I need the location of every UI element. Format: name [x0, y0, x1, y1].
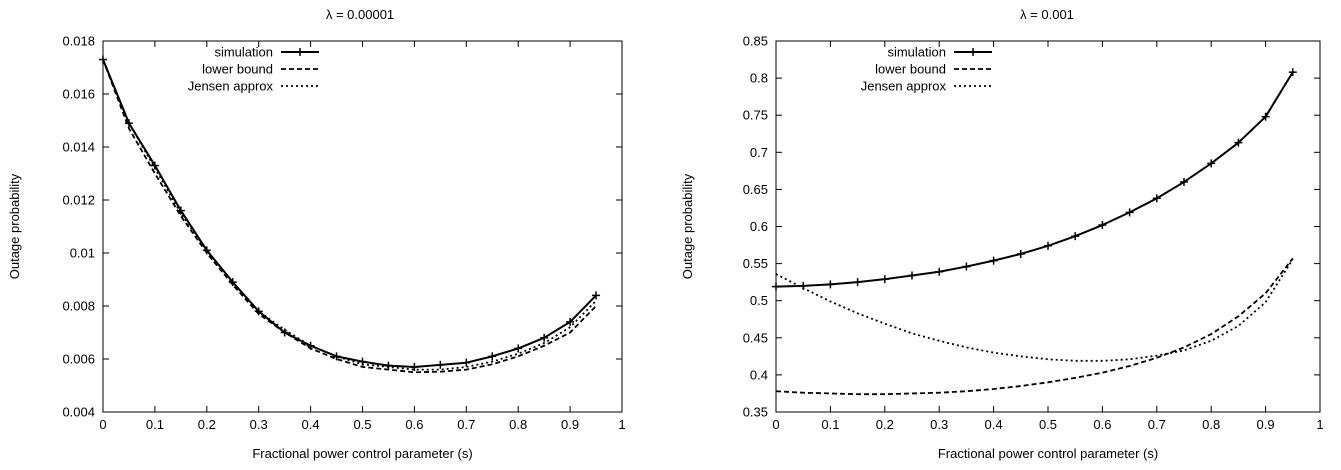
x-tick-label: 0.6 — [405, 417, 423, 432]
data-point-marker — [1071, 232, 1080, 241]
y-tick-label: 0.016 — [62, 87, 95, 102]
data-point-marker — [1016, 249, 1025, 258]
plot-frame — [102, 40, 623, 413]
y-tick-label: 0.85 — [743, 34, 768, 49]
y-tick-label: 0.8 — [750, 71, 768, 86]
x-tick-label: 0.9 — [561, 417, 579, 432]
legend-label: lower bound — [875, 62, 946, 77]
data-point-marker — [488, 352, 497, 361]
data-point-marker — [1044, 241, 1052, 250]
y-axis-label: Outage probability — [680, 173, 695, 279]
y-tick-label: 0.012 — [62, 193, 95, 208]
data-point-marker — [462, 358, 471, 367]
data-point-marker — [853, 278, 862, 287]
x-tick-label: 0.5 — [353, 417, 371, 432]
data-point-marker — [935, 267, 944, 276]
chart-title: λ = 0.00001 — [326, 7, 394, 22]
data-point-marker — [514, 344, 523, 353]
x-tick-label: 0.1 — [146, 417, 164, 432]
x-tick-label: 0.4 — [985, 417, 1003, 432]
data-point-marker — [1098, 221, 1107, 230]
y-tick-label: 0.55 — [743, 256, 768, 271]
x-tick-label: 0.8 — [1202, 417, 1220, 432]
data-point-marker — [989, 256, 998, 265]
chart-panel-1: λ = 0.00001 0 0.1 0.2 0.3 0.4 0.5 0.6 0.7 0.8 0.9 1… — [7, 7, 626, 461]
y-tick-label: 0.4 — [750, 367, 768, 382]
series-line-lower-bound — [775, 257, 1294, 396]
y-tick-label: 0.7 — [750, 145, 768, 160]
plot-frame — [775, 40, 1321, 413]
data-point-marker — [1125, 208, 1134, 217]
data-point-marker — [540, 333, 549, 342]
legend-label: simulation — [887, 45, 946, 60]
y-tick-label: 0.018 — [62, 34, 95, 49]
y-tick-label: 0.006 — [62, 352, 95, 367]
y-tick-label: 0.5 — [750, 293, 768, 308]
data-point-marker — [1234, 138, 1243, 147]
x-axis-label: Fractional power control parameter (s) — [252, 446, 472, 461]
x-tick-label: 0 — [772, 417, 779, 432]
data-point-marker — [880, 275, 889, 284]
data-point-marker — [1261, 112, 1270, 121]
series-line-jensen-approx — [775, 258, 1294, 362]
x-tick-label: 0 — [99, 417, 106, 432]
x-tick-label: 1 — [1316, 417, 1323, 432]
data-point-marker — [1288, 68, 1297, 77]
data-point-marker — [772, 282, 780, 291]
legend-label: lower bound — [202, 62, 273, 77]
data-point-marker — [384, 361, 393, 370]
x-tick-label: 1 — [618, 417, 625, 432]
x-tick-label: 0.2 — [198, 417, 216, 432]
y-tick-label: 0.014 — [62, 140, 95, 155]
y-axis-label: Outage probability — [7, 173, 22, 279]
x-tick-label: 0.3 — [930, 417, 948, 432]
chart-title: λ = 0.001 — [1020, 7, 1074, 22]
x-tick-label: 0.9 — [1257, 417, 1275, 432]
y-tick-label: 0.45 — [743, 330, 768, 345]
y-tick-label: 0.6 — [750, 219, 768, 234]
x-tick-label: 0.3 — [250, 417, 268, 432]
series-line-simulation — [775, 71, 1294, 288]
series-line-jensen-approx — [102, 59, 597, 371]
data-point-marker — [962, 262, 971, 271]
x-tick-label: 0.5 — [1039, 417, 1057, 432]
data-point-marker — [436, 360, 445, 369]
data-point-marker — [592, 291, 601, 300]
data-point-marker — [826, 280, 835, 289]
x-tick-label: 0.6 — [1093, 417, 1111, 432]
x-tick-label: 0.7 — [457, 417, 475, 432]
legend-label: Jensen approx — [188, 79, 274, 94]
y-tick-label: 0.01 — [70, 246, 95, 261]
legend-label: Jensen approx — [861, 79, 947, 94]
legend-label: simulation — [214, 45, 273, 60]
y-tick-label: 0.35 — [743, 405, 768, 420]
data-point-marker — [1207, 159, 1216, 168]
data-point-marker — [410, 362, 419, 371]
data-point-marker — [908, 271, 916, 280]
x-tick-label: 0.4 — [302, 417, 320, 432]
x-axis-label: Fractional power control parameter (s) — [938, 446, 1158, 461]
data-point-marker — [566, 317, 575, 326]
y-tick-label: 0.004 — [62, 405, 95, 420]
series-line-simulation — [102, 59, 597, 368]
data-point-marker — [1180, 177, 1188, 186]
series-line-lower-bound — [102, 59, 597, 374]
data-point-marker — [1152, 194, 1161, 203]
x-tick-label: 0.1 — [821, 417, 839, 432]
y-tick-label: 0.75 — [743, 108, 768, 123]
x-tick-label: 0.2 — [876, 417, 894, 432]
x-tick-label: 0.8 — [509, 417, 527, 432]
y-tick-label: 0.008 — [62, 299, 95, 314]
x-tick-label: 0.7 — [1148, 417, 1166, 432]
y-tick-label: 0.65 — [743, 182, 768, 197]
chart-panel-2: λ = 0.001 0 0.1 0.2 0.3 0.4 0.5 0.6 0.7 0.8 0.9 1 0.… — [680, 7, 1324, 461]
